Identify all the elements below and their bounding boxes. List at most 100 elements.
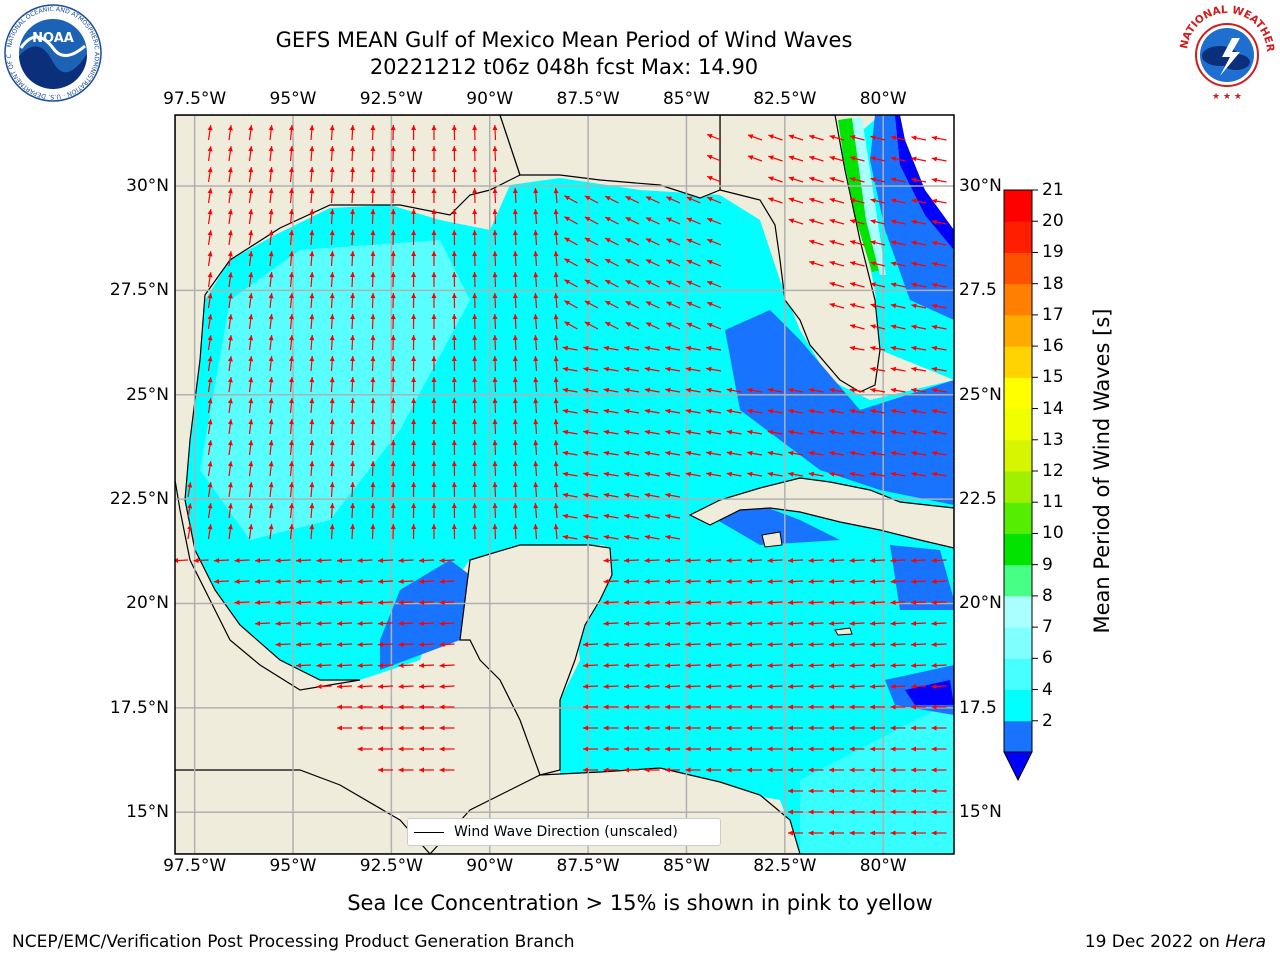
wind-wave-arrow [512, 250, 518, 267]
wind-wave-arrow [583, 746, 598, 752]
wind-wave-arrow [553, 314, 559, 330]
wind-wave-arrow [767, 621, 783, 627]
map-frame [174, 114, 955, 855]
wind-wave-arrow [870, 324, 886, 330]
wind-wave-arrow [870, 387, 886, 393]
wind-wave-arrow [849, 429, 865, 435]
wind-wave-arrow [849, 684, 865, 690]
wind-wave-arrow [931, 303, 947, 309]
wind-wave-arrow [911, 725, 926, 731]
wind-wave-arrow [890, 704, 906, 710]
wind-wave-arrow [309, 461, 315, 477]
wind-wave-arrow [849, 621, 865, 627]
wind-wave-arrow [248, 524, 254, 540]
wind-wave-arrow [533, 439, 539, 456]
wind-wave-arrow [370, 208, 376, 225]
wind-wave-arrow [849, 219, 865, 225]
wind-wave-arrow [849, 345, 865, 351]
wind-wave-arrow [472, 250, 478, 267]
wind-wave-arrow [553, 356, 559, 372]
wind-wave-arrow [911, 240, 927, 246]
wind-wave-arrow [665, 513, 681, 519]
wind-wave-arrow [248, 125, 254, 141]
wind-wave-arrow [645, 196, 660, 204]
wind-wave-arrow [624, 345, 640, 351]
wind-wave-arrow [512, 439, 518, 456]
wind-wave-arrow [808, 642, 824, 648]
wind-wave-arrow [849, 450, 865, 456]
wind-wave-arrow [706, 154, 722, 162]
wind-wave-arrow [869, 642, 886, 648]
wind-wave-arrow [890, 684, 906, 690]
wind-wave-arrow [207, 293, 213, 309]
wind-wave-arrow [268, 125, 274, 141]
wind-wave-arrow [603, 366, 619, 372]
wind-wave-arrow [227, 188, 233, 204]
wind-wave-arrow [533, 502, 539, 519]
wind-wave-arrow [686, 322, 701, 330]
wind-wave-arrow [553, 503, 559, 519]
wind-wave-arrow [234, 579, 250, 585]
wind-wave-arrow [910, 600, 927, 606]
wind-wave-arrow [329, 124, 335, 141]
wind-wave-arrow [808, 830, 824, 836]
ocean-light-patch [800, 700, 954, 854]
wind-wave-arrow [705, 558, 722, 564]
wind-wave-arrow [849, 579, 865, 585]
wind-wave-arrow [329, 187, 335, 204]
wind-wave-arrow [644, 345, 660, 351]
wind-wave-arrow [726, 704, 742, 710]
wind-wave-arrow [227, 272, 233, 288]
wind-wave-arrow [431, 523, 437, 540]
wind-wave-arrow [624, 704, 639, 710]
wind-wave-arrow [309, 209, 315, 225]
lat-tick-left: 22.5°N [109, 489, 169, 510]
wind-wave-arrow [890, 408, 906, 414]
wind-wave-arrow [350, 355, 356, 372]
wind-wave-arrow [767, 725, 783, 731]
noaa-logo: NATIONAL OCEANIC AND ATMOSPHERIC ADMINIS… [4, 4, 102, 102]
wind-wave-arrow [390, 376, 396, 393]
wind-wave-arrow [788, 429, 804, 435]
wind-wave-arrow [472, 376, 478, 393]
wind-wave-arrow [207, 356, 213, 372]
wind-wave-arrow [562, 366, 578, 372]
wind-wave-arrow [603, 345, 619, 351]
wind-wave-arrow [316, 621, 332, 627]
wind-wave-arrow [931, 324, 947, 330]
wind-wave-arrow [350, 376, 356, 393]
wind-wave-arrow [870, 809, 885, 815]
wind-wave-arrow [747, 725, 762, 731]
wind-wave-arrow [248, 335, 254, 351]
wind-wave-arrow [911, 788, 926, 794]
wind-wave-arrow [451, 523, 457, 540]
wind-wave-arrow [644, 492, 660, 498]
wind-wave-arrow [828, 621, 845, 627]
wind-wave-arrow [370, 355, 376, 372]
wind-wave-arrow [931, 261, 947, 267]
wind-wave-arrow [350, 229, 356, 246]
wind-wave-arrow [316, 558, 332, 564]
wind-wave-arrow [370, 502, 376, 519]
wind-wave-arrow [370, 523, 376, 540]
wind-wave-arrow [227, 335, 233, 351]
wind-wave-arrow [377, 663, 394, 669]
wind-wave-arrow [582, 642, 599, 648]
land-cuba [688, 477, 954, 549]
wind-wave-arrow [227, 356, 233, 372]
wind-wave-arrow [747, 746, 762, 752]
wind-wave-arrow [664, 621, 681, 627]
wind-wave-arrow [512, 376, 518, 393]
wind-wave-arrow [870, 725, 885, 731]
wind-wave-arrow [583, 429, 599, 435]
wind-wave-arrow [829, 725, 844, 731]
legend-label: Wind Wave Direction (unscaled) [454, 824, 678, 840]
wind-wave-arrow [849, 240, 865, 246]
wind-wave-arrow [512, 271, 518, 288]
wind-wave-arrow [411, 166, 417, 183]
wind-wave-arrow [829, 155, 845, 162]
wind-wave-arrow [625, 279, 640, 288]
wind-wave-arrow [288, 125, 294, 141]
wind-wave-arrow [666, 280, 681, 288]
wind-wave-arrow [562, 492, 578, 498]
